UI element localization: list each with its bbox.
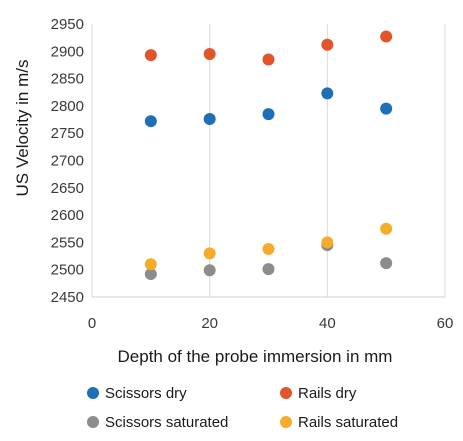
y-tick-label: 2950	[51, 16, 84, 33]
data-point-series-1	[321, 38, 334, 51]
x-axis-ticks: 0 20 40 60	[88, 315, 454, 332]
data-point-series-2	[262, 263, 275, 276]
data-point-series-1	[203, 48, 216, 61]
data-point-series-3	[380, 222, 393, 235]
y-tick-label: 2450	[51, 289, 84, 306]
data-point-series-3	[144, 258, 157, 271]
x-tick-label: 0	[88, 315, 96, 332]
data-point-series-1	[144, 49, 157, 62]
data-point-series-0	[380, 102, 393, 115]
x-tick-label: 60	[437, 315, 454, 332]
legend-label: Scissors saturated	[105, 414, 228, 431]
data-point-series-0	[203, 113, 216, 126]
data-point-series-2	[144, 268, 157, 281]
legend-marker	[87, 387, 99, 399]
data-points	[144, 30, 393, 281]
legend: Scissors dry Rails dry Scissors saturated R…	[87, 385, 398, 431]
data-point-series-1	[262, 53, 275, 66]
legend-label: Rails saturated	[298, 414, 398, 431]
x-axis-title: Depth of the probe immersion in mm	[118, 347, 393, 366]
legend-label: Scissors dry	[105, 385, 187, 402]
data-point-series-3	[203, 247, 216, 260]
legend-marker	[280, 387, 292, 399]
data-point-series-0	[262, 108, 275, 121]
y-tick-label: 2800	[51, 98, 84, 115]
y-tick-label: 2500	[51, 262, 84, 279]
y-tick-label: 2600	[51, 207, 84, 224]
y-tick-label: 2900	[51, 43, 84, 60]
y-axis-ticks: 2450 2500 2550 2600 2650 2700 2750 2800 2850 2900…	[51, 16, 84, 306]
data-point-series-3	[262, 242, 275, 255]
y-tick-label: 2700	[51, 153, 84, 170]
legend-label: Rails dry	[298, 385, 357, 402]
y-tick-label: 2750	[51, 125, 84, 142]
data-point-series-2	[380, 257, 393, 270]
legend-marker	[87, 416, 99, 428]
x-tick-label: 20	[201, 315, 218, 332]
data-point-series-0	[321, 87, 334, 100]
data-point-series-0	[144, 115, 157, 128]
y-tick-label: 2550	[51, 234, 84, 251]
y-tick-label: 2850	[51, 71, 84, 88]
x-tick-label: 40	[319, 315, 336, 332]
legend-marker	[280, 416, 292, 428]
data-point-series-3	[321, 236, 334, 249]
y-axis-title: US Velocity in m/s	[13, 60, 32, 197]
data-point-series-1	[380, 30, 393, 43]
data-point-series-2	[203, 264, 216, 277]
y-tick-label: 2650	[51, 180, 84, 197]
